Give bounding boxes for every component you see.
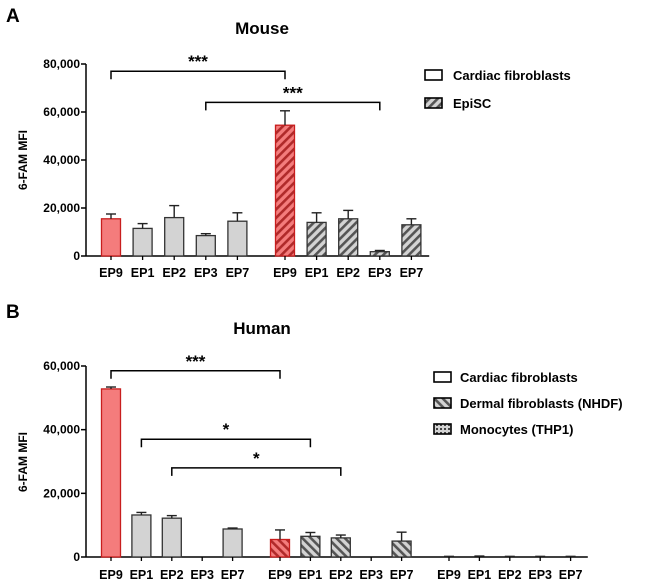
panel-b-x-tick-label: EP3 — [190, 568, 214, 582]
panel-b-x-tick-label: EP1 — [130, 568, 154, 582]
panel-a-significance-label: *** — [188, 52, 208, 71]
panel-b-significance-bracket — [110, 370, 281, 379]
panel-b-x-tick-label: EP9 — [437, 568, 461, 582]
panel-a-x-tick-label: EP7 — [226, 266, 250, 280]
legend-b-label-cardiac: Cardiac fibroblasts — [460, 370, 578, 385]
panel-a-bar — [227, 220, 248, 257]
panel-b-bar — [330, 537, 351, 558]
panel-a-bar — [369, 251, 390, 257]
plot-layer: 0 20,000 40,000 60,000 80,000 EP9 EP1 EP2 EP3 EP7… — [43, 52, 588, 582]
panel-b-bar — [222, 528, 243, 558]
panel-b-y-tick-label: 0 — [73, 550, 80, 564]
panel-a-y-tick-label: 60,000 — [43, 105, 80, 119]
legend-a-swatch-episc — [424, 97, 443, 109]
panel-b-bar — [100, 388, 122, 558]
panel-b-bar — [161, 517, 182, 558]
panel-a-x-tick-label: EP3 — [194, 266, 218, 280]
panel-b-significance-bracket — [140, 438, 312, 448]
panel-a-x-tick-label: EP9 — [99, 266, 123, 280]
panel-a-bar — [274, 124, 296, 257]
panel-a-x-tick-label: EP2 — [162, 266, 186, 280]
panel-a-y-tick-label: 0 — [73, 249, 80, 263]
legend-b-label-nhdf: Dermal fibroblasts (NHDF) — [460, 396, 623, 411]
panel-b-legend: Cardiac fibroblasts Dermal fibroblasts (… — [433, 370, 623, 437]
legend-b-swatch-nhdf — [433, 397, 452, 409]
panel-a-y-tick-label: 40,000 — [43, 153, 80, 167]
panel-b-letter: B — [6, 302, 20, 323]
panel-a-bar — [132, 227, 153, 257]
panel-b-x-tick-label: EP1 — [468, 568, 492, 582]
panel-b-x-tick-label: EP7 — [390, 568, 414, 582]
panel-b-bar — [300, 535, 321, 558]
panel-b-y-axis-label: 6-FAM MFI — [16, 432, 30, 492]
panel-a-x-tick-label: EP3 — [368, 266, 392, 280]
panel-a-x-tick-label: EP2 — [336, 266, 360, 280]
panel-b-x-tick-label: EP3 — [359, 568, 383, 582]
panel-b-x-tick-label: EP9 — [268, 568, 292, 582]
panel-b-y-tick-label: 60,000 — [43, 359, 80, 373]
panel-a-bar — [401, 224, 422, 257]
panel-a-x-tick-label: EP9 — [273, 266, 297, 280]
panel-a-letter: A — [6, 6, 20, 27]
panel-b-x-tick-label: EP3 — [528, 568, 552, 582]
panel-b-x-tick-label: EP2 — [160, 568, 184, 582]
panel-b-x-tick-label: EP2 — [329, 568, 353, 582]
legend-a-label-cardiac: Cardiac fibroblasts — [453, 68, 571, 83]
panel-b-significance-label: *** — [186, 352, 206, 371]
panel-a-x-tick-label: EP7 — [400, 266, 424, 280]
panel-b-title: Human — [233, 319, 291, 338]
panel-b-significance-bracket — [171, 467, 342, 476]
panel-a-bar — [100, 218, 122, 257]
panel-b-y-tick-label: 20,000 — [43, 486, 80, 500]
panel-b-significance-label: * — [253, 449, 260, 468]
panel-b-x-tick-label: EP7 — [559, 568, 583, 582]
panel-a-bar — [195, 234, 216, 257]
panel-b-x-tick-label: EP7 — [221, 568, 245, 582]
panel-b-bar — [131, 514, 152, 558]
panel-a-y-tick-label: 20,000 — [43, 201, 80, 215]
panel-a-legend: Cardiac fibroblasts EpiSC — [424, 68, 571, 111]
panel-a-y-tick-label: 80,000 — [43, 57, 80, 71]
panel-b-bar — [269, 538, 291, 558]
panel-a-bar — [306, 221, 327, 257]
panel-b-significance-label: * — [223, 420, 230, 439]
panel-b-y-tick-label: 40,000 — [43, 423, 80, 437]
panel-a-bar — [164, 216, 185, 257]
panel-a-significance-bracket — [205, 101, 381, 111]
panel-b-bar — [391, 540, 412, 558]
panel-a-title: Mouse — [235, 19, 289, 38]
legend-a-label-episc: EpiSC — [453, 96, 492, 111]
panel-b-x-tick-label: EP2 — [498, 568, 522, 582]
legend-a-swatch-cardiac — [424, 69, 443, 81]
legend-b-swatch-cardiac — [433, 371, 452, 383]
legend-b-label-thp1: Monocytes (THP1) — [460, 422, 573, 437]
panel-a-bar — [338, 218, 359, 257]
panel-a-x-tick-label: EP1 — [305, 266, 329, 280]
panel-a-significance-bracket — [110, 70, 286, 80]
panel-b-x-tick-label: EP1 — [299, 568, 323, 582]
panel-a-y-axis-label: 6-FAM MFI — [16, 130, 30, 190]
panel-a-x-tick-label: EP1 — [131, 266, 155, 280]
legend-b-swatch-thp1 — [433, 423, 452, 435]
panel-a-significance-label: *** — [283, 83, 303, 102]
panel-b-x-tick-label: EP9 — [99, 568, 123, 582]
